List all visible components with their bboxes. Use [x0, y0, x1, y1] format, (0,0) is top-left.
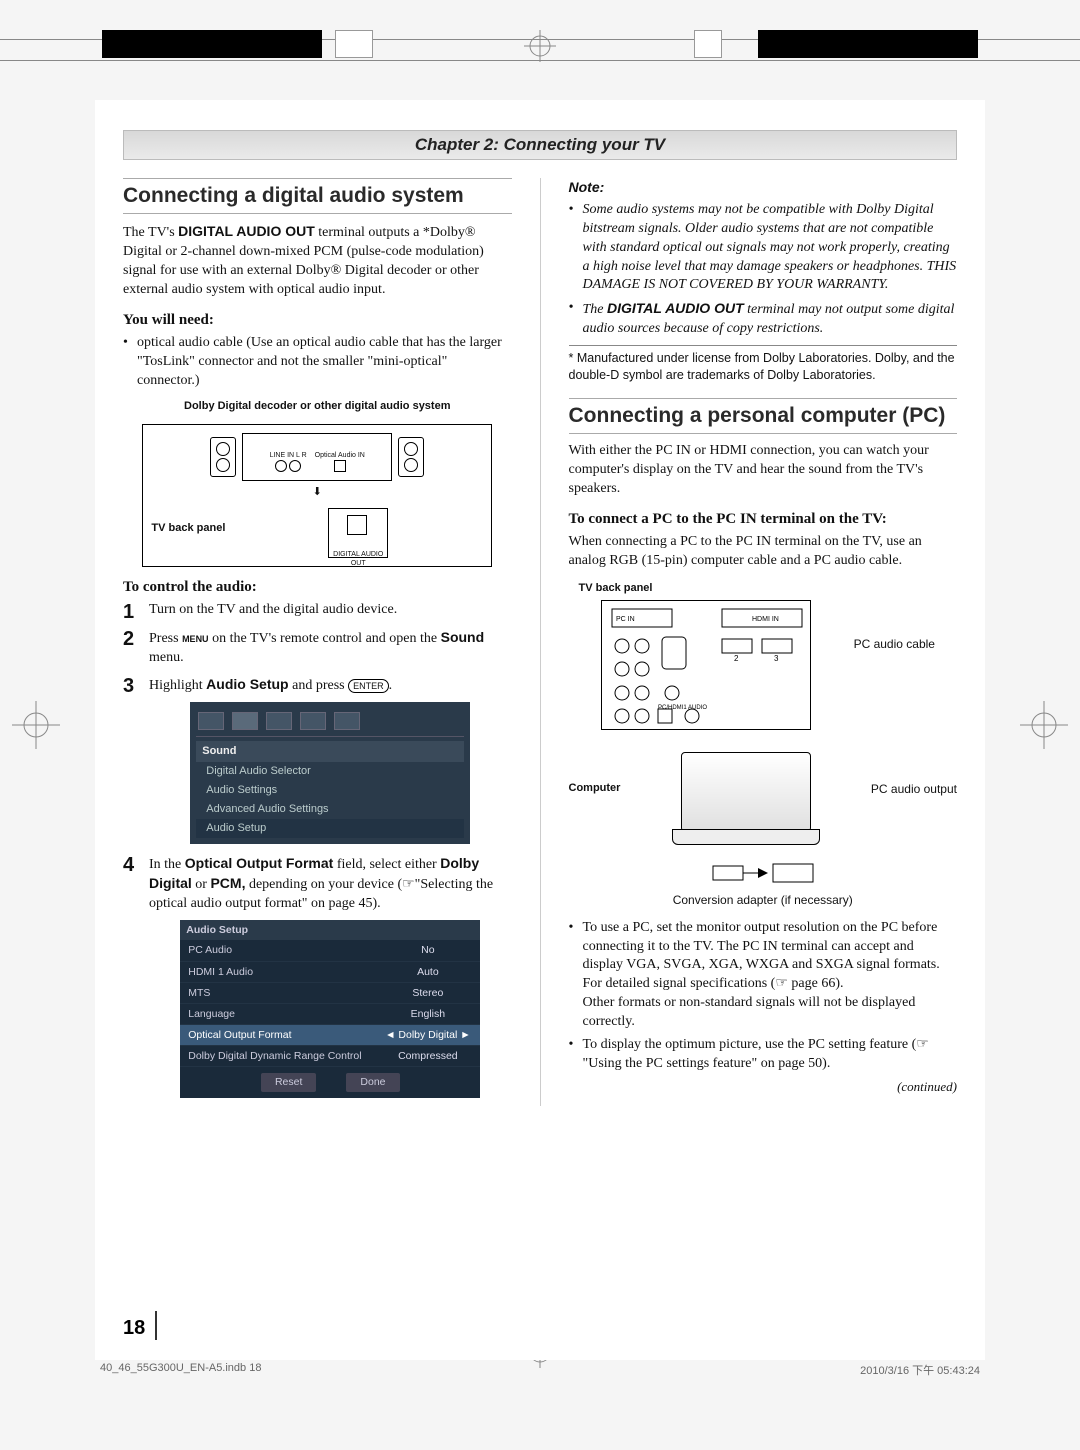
speaker-icon — [210, 437, 236, 477]
column-divider — [540, 178, 541, 1106]
intro-paragraph: The TV's DIGITAL AUDIO OUT terminal outp… — [123, 222, 512, 300]
pc-notes-list: To use a PC, set the monitor output reso… — [569, 919, 958, 1074]
section-heading-audio: Connecting a digital audio system — [123, 178, 512, 214]
tv-back-panel-icon: DIGITAL AUDIO OUT — [328, 508, 388, 558]
speaker-icon — [398, 437, 424, 477]
decoder-box: LINE IN L R Optical Audio IN — [242, 433, 392, 481]
setup-row: Dolby Digital Dynamic Range ControlCompr… — [180, 1046, 480, 1067]
menu-item: Audio Settings — [196, 781, 464, 800]
note-list: Some audio systems may not be compatible… — [569, 201, 958, 339]
registration-mark-icon — [12, 701, 60, 749]
svg-text:PC/HDMI1 AUDIO: PC/HDMI1 AUDIO — [658, 705, 707, 711]
pc-note-item: To use a PC, set the monitor output reso… — [583, 919, 958, 1032]
footer-timestamp: 2010/3/16 下午 05:43:24 — [860, 1362, 980, 1378]
audio-connection-diagram: LINE IN L R Optical Audio IN ⬇ TV back p… — [142, 424, 492, 567]
step-4: 4 In the Optical Output Format field, se… — [123, 854, 512, 1098]
control-audio-heading: To control the audio: — [123, 577, 512, 597]
adapter-icon — [703, 858, 823, 888]
note-item: Some audio systems may not be compatible… — [583, 201, 958, 295]
lock-tab-icon — [300, 712, 326, 730]
laptop-icon — [681, 752, 811, 832]
tv-terminal-panel: PC IN HDMI IN 2 3 PC/HDMI1 AUDIO — [601, 600, 811, 730]
manual-page: Chapter 2: Connecting your TV Connecting… — [95, 100, 985, 1360]
terminal-panel-icon: PC IN HDMI IN 2 3 PC/HDMI1 AUDIO — [602, 601, 812, 731]
step-1: 1Turn on the TV and the digital audio de… — [123, 601, 512, 620]
menu-item-highlighted: Audio Setup — [196, 819, 464, 838]
note-heading: Note: — [569, 178, 958, 197]
right-column: Note: Some audio systems may not be comp… — [569, 178, 958, 1106]
svg-text:2: 2 — [734, 654, 739, 663]
tv-back-panel-label: TV back panel — [151, 521, 225, 536]
step-3: 3 Highlight Audio Setup and press ENTER.… — [123, 675, 512, 843]
pc-note-item: To display the optimum picture, use the … — [583, 1036, 958, 1074]
speaker-tab-icon — [232, 712, 258, 730]
pc-audio-output-label: PC audio output — [871, 781, 957, 797]
setup-table: PC AudioNo HDMI 1 AudioAuto MTSStereo La… — [180, 940, 480, 1067]
steps-list: 1Turn on the TV and the digital audio de… — [123, 601, 512, 1098]
pc-connection-diagram: TV back panel PC IN HDMI IN 2 3 — [569, 581, 958, 909]
registration-mark-icon — [524, 30, 556, 62]
chapter-title: Chapter 2: Connecting your TV — [123, 130, 957, 160]
gear-tab-icon — [334, 712, 360, 730]
pc-body: When connecting a PC to the PC IN termin… — [569, 533, 958, 571]
svg-text:HDMI IN: HDMI IN — [752, 616, 779, 623]
setup-row: HDMI 1 AudioAuto — [180, 961, 480, 982]
svg-text:PC IN: PC IN — [616, 616, 635, 623]
need-item: optical audio cable (Use an optical audi… — [137, 334, 512, 391]
dolby-footnote: * Manufactured under license from Dolby … — [569, 345, 958, 384]
done-button: Done — [346, 1073, 399, 1091]
section-heading-pc: Connecting a personal computer (PC) — [569, 398, 958, 434]
setup-title: Audio Setup — [180, 920, 480, 940]
menu-category: Sound — [196, 741, 464, 762]
setup-row: LanguageEnglish — [180, 1003, 480, 1024]
you-will-need-heading: You will need: — [123, 310, 512, 330]
left-column: Connecting a digital audio system The TV… — [123, 178, 512, 1106]
reset-button: Reset — [261, 1073, 316, 1091]
pc-intro: With either the PC IN or HDMI connection… — [569, 442, 958, 499]
registration-mark-icon — [1020, 701, 1068, 749]
continued-label: (continued) — [569, 1078, 958, 1096]
sound-menu-screenshot: Sound Digital Audio Selector Audio Setti… — [190, 702, 470, 843]
menu-item: Advanced Audio Settings — [196, 800, 464, 819]
page-number: 18 — [123, 1311, 157, 1340]
setup-row: MTSStereo — [180, 982, 480, 1003]
note-item: The DIGITAL AUDIO OUT terminal may not o… — [583, 299, 958, 339]
diagram-decoder-label: Dolby Digital decoder or other digital a… — [123, 399, 512, 414]
step-2: 2 Press MENU on the TV's remote control … — [123, 628, 512, 668]
setup-row-highlighted: Optical Output Format◄ Dolby Digital ► — [180, 1025, 480, 1046]
tv-back-panel-label: TV back panel — [579, 581, 958, 596]
setup-row: PC AudioNo — [180, 940, 480, 961]
svg-text:3: 3 — [774, 654, 779, 663]
computer-label: Computer — [569, 781, 621, 796]
pc-connect-subheading: To connect a PC to the PC IN terminal on… — [569, 509, 958, 529]
audio-setup-screenshot: Audio Setup PC AudioNo HDMI 1 AudioAuto … — [180, 920, 480, 1097]
menu-item: Digital Audio Selector — [196, 762, 464, 781]
tab-icon — [266, 712, 292, 730]
conversion-adapter-label: Conversion adapter (if necessary) — [569, 892, 958, 908]
footer-filename: 40_46_55G300U_EN-A5.indb 18 — [100, 1362, 261, 1378]
print-footer: 40_46_55G300U_EN-A5.indb 18 2010/3/16 下午… — [100, 1362, 980, 1378]
pc-audio-cable-label: PC audio cable — [854, 636, 935, 652]
need-list: optical audio cable (Use an optical audi… — [123, 334, 512, 391]
tab-icon — [198, 712, 224, 730]
